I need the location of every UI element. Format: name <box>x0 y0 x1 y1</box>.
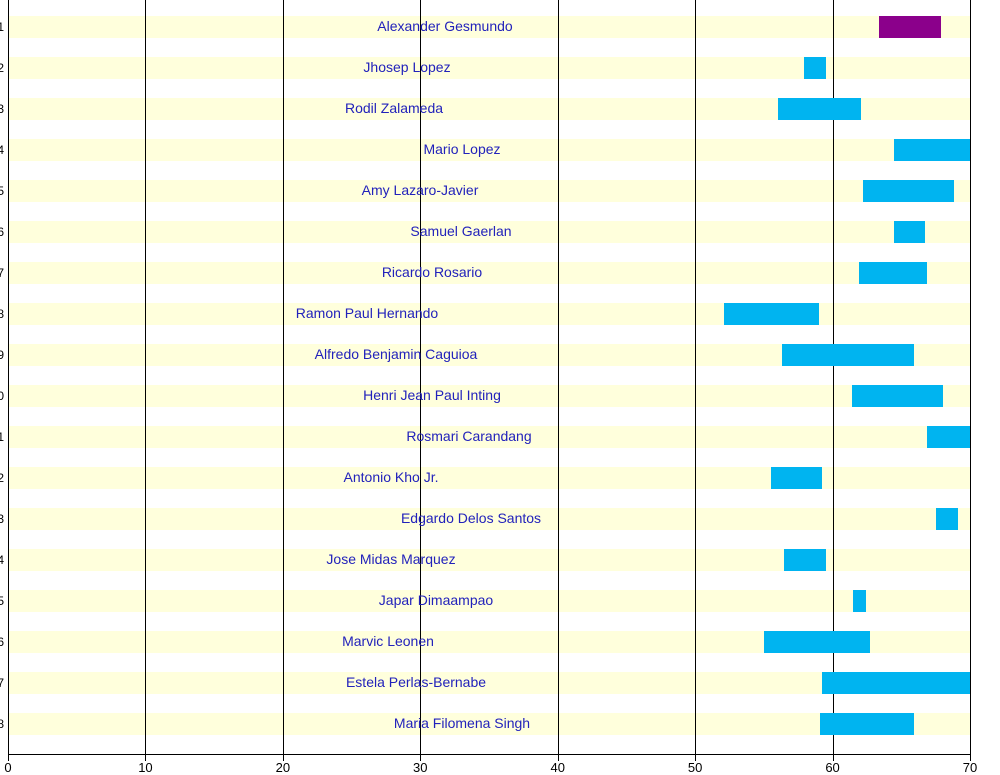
y-tick-label: 11 <box>0 430 4 444</box>
justice-name-label: Estela Perlas-Bernabe <box>345 674 487 690</box>
x-tick-label: 20 <box>275 760 291 775</box>
grid-line <box>420 0 422 754</box>
justice-name-label: Jose Midas Marquez <box>326 551 456 567</box>
justice-bar-highlight <box>879 16 942 38</box>
row-band <box>8 344 970 366</box>
justice-bar <box>894 221 925 243</box>
justice-name-label: Marvic Leonen <box>342 633 434 649</box>
row-band <box>8 549 970 571</box>
y-tick-label: 18 <box>0 717 4 731</box>
justice-bar <box>935 508 958 530</box>
justice-bar <box>862 180 954 202</box>
justice-name-label: Jhosep Lopez <box>363 59 451 75</box>
justice-name-label: Amy Lazaro-Javier <box>361 182 479 198</box>
justice-bar <box>858 262 928 284</box>
grid-line <box>695 0 697 754</box>
justice-name-label: Antonio Kho Jr. <box>343 469 439 485</box>
row-band <box>8 262 970 284</box>
justice-name-label: Rodil Zalameda <box>344 100 444 116</box>
x-tick-label: 60 <box>825 760 840 775</box>
x-tick-mark <box>970 754 971 761</box>
justice-bar <box>927 426 970 448</box>
grid-line <box>145 0 147 754</box>
x-tick-label: 50 <box>687 760 703 775</box>
x-tick-label: 40 <box>550 760 565 775</box>
row-band <box>8 221 970 243</box>
row-band <box>8 426 970 448</box>
y-tick-label: 17 <box>0 676 4 690</box>
x-tick-mark <box>145 754 147 761</box>
x-tick-label: 10 <box>138 760 153 775</box>
grid-line <box>557 0 559 754</box>
justice-name-label: Maria Filomena Singh <box>393 715 531 731</box>
justice-name-label: Edgardo Delos Santos <box>400 510 542 526</box>
row-band <box>8 590 970 612</box>
justice-bar <box>770 467 822 489</box>
justice-bar <box>894 139 970 161</box>
y-tick-label: 3 <box>0 102 4 116</box>
grid-line <box>832 0 834 754</box>
x-tick-label: 70 <box>962 760 978 775</box>
justice-name-label: Rosmari Carandang <box>406 428 532 444</box>
justice-bar <box>724 303 819 325</box>
justice-name-label: Ramon Paul Hernando <box>295 305 439 321</box>
row-band <box>8 180 970 202</box>
justice-bar <box>820 713 914 735</box>
y-tick-label: 1 <box>0 20 4 34</box>
y-tick-label: 5 <box>0 184 4 198</box>
plot-left-border <box>8 0 9 754</box>
row-band <box>8 672 970 694</box>
x-tick-mark <box>695 754 697 761</box>
justice-bar <box>781 344 914 366</box>
justice-name-label: Alexander Gesmundo <box>377 18 513 34</box>
justice-name-label: Japar Dimaampao <box>378 592 494 608</box>
justice-bar <box>777 98 862 120</box>
justice-bar <box>784 549 826 571</box>
y-tick-label: 10 <box>0 389 4 403</box>
y-tick-label: 9 <box>0 348 4 362</box>
grid-line <box>282 0 284 754</box>
row-band <box>8 385 970 407</box>
justice-name-label: Henri Jean Paul Inting <box>363 387 501 403</box>
x-tick-label: 30 <box>413 760 428 775</box>
x-tick-mark <box>420 754 422 761</box>
y-tick-label: 12 <box>0 471 4 485</box>
justice-bar <box>763 631 870 653</box>
row-band <box>8 631 970 653</box>
y-tick-label: 2 <box>0 61 4 75</box>
row-band <box>8 139 970 161</box>
y-tick-label: 14 <box>0 553 4 567</box>
y-tick-label: 7 <box>0 266 4 280</box>
justice-name-label: Samuel Gaerlan <box>410 223 512 239</box>
row-band <box>8 16 970 38</box>
y-tick-label: 15 <box>0 594 4 608</box>
justice-bar <box>853 590 866 612</box>
row-band <box>8 508 970 530</box>
y-tick-label: 13 <box>0 512 4 526</box>
x-tick-label: 0 <box>4 760 12 775</box>
x-tick-mark <box>282 754 284 761</box>
x-tick-mark <box>557 754 559 761</box>
justice-bar <box>803 57 826 79</box>
y-tick-label: 16 <box>0 635 4 649</box>
justice-name-label: Alfredo Benjamin Caguioa <box>314 346 478 362</box>
y-tick-label: 4 <box>0 143 4 157</box>
plot-right-border <box>970 0 971 754</box>
justice-name-label: Ricardo Rosario <box>381 264 483 280</box>
row-band <box>8 713 970 735</box>
row-band <box>8 57 970 79</box>
justice-bar <box>821 672 970 694</box>
x-tick-mark <box>832 754 834 761</box>
x-axis-line <box>8 754 970 755</box>
justice-name-label: Mario Lopez <box>423 141 501 157</box>
row-band <box>8 98 970 120</box>
row-band <box>8 467 970 489</box>
x-tick-mark <box>8 754 9 761</box>
row-band <box>8 303 970 325</box>
y-tick-label: 6 <box>0 225 4 239</box>
justice-bar <box>851 385 943 407</box>
y-tick-label: 8 <box>0 307 4 321</box>
